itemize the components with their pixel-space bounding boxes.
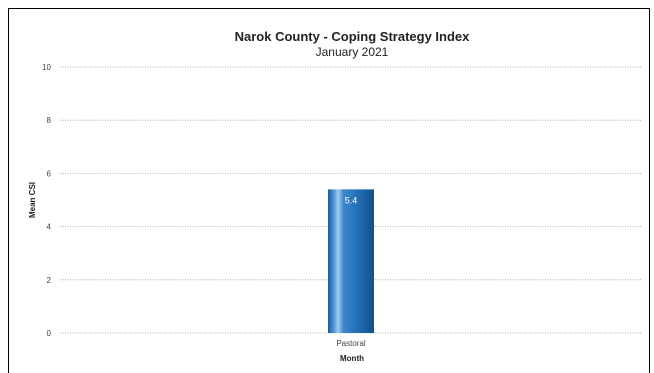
x-axis-ticks: Pastoral	[336, 339, 366, 348]
y-axis-ticks: 0 2 4 6 8 10	[42, 63, 51, 338]
x-tick-label: Pastoral	[336, 339, 366, 348]
y-tick-label: 10	[42, 63, 51, 72]
y-tick-label: 8	[47, 116, 52, 125]
bar	[328, 189, 374, 333]
y-axis-title: Mean CSI	[28, 182, 37, 218]
bar-value-label: 5.4	[345, 195, 358, 205]
y-tick-label: 2	[47, 276, 52, 285]
y-tick-label: 6	[47, 169, 52, 178]
x-axis-title: Month	[340, 354, 364, 363]
y-tick-label: 4	[47, 223, 52, 232]
chart-subtitle: January 2021	[316, 45, 389, 59]
chart-title: Narok County - Coping Strategy Index	[235, 29, 471, 44]
bars: 5.4	[328, 189, 374, 333]
y-tick-label: 0	[47, 329, 52, 338]
